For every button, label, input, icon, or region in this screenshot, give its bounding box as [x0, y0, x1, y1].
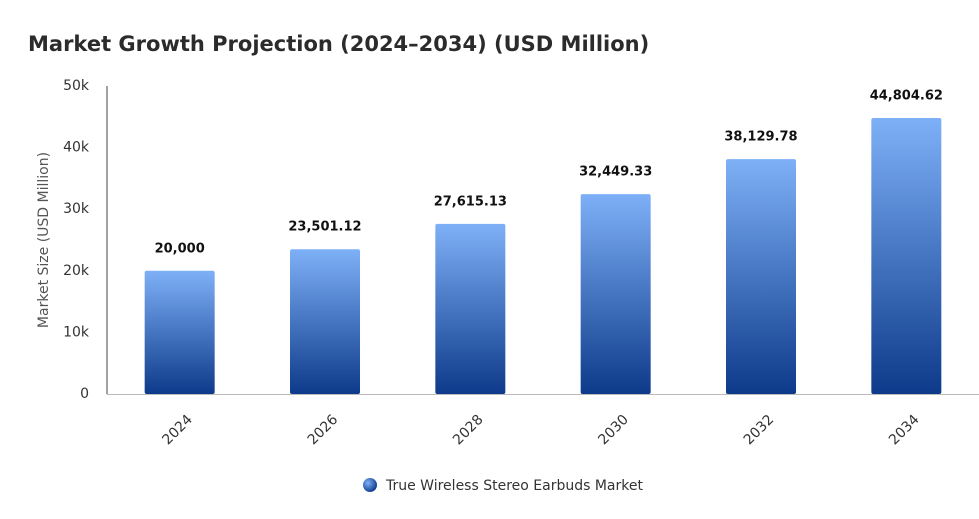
legend-marker — [363, 478, 377, 492]
x-tick-label: 2028 — [450, 412, 487, 449]
x-tick-label: 2032 — [741, 412, 778, 449]
value-label: 44,804.62 — [870, 89, 943, 104]
x-tick-label: 2030 — [595, 412, 632, 449]
chart-title: Market Growth Projection (2024–2034) (US… — [28, 32, 649, 56]
bar — [290, 249, 360, 394]
value-label: 32,449.33 — [579, 165, 652, 180]
y-tick-label: 30k — [63, 201, 90, 217]
x-tick-label: 2034 — [886, 412, 923, 449]
y-tick-label: 50k — [63, 78, 90, 94]
y-tick-label: 20k — [63, 263, 90, 279]
x-tick-label: 2026 — [305, 412, 342, 449]
x-tick-label: 2024 — [159, 412, 196, 449]
bar — [726, 159, 796, 394]
value-label: 38,129.78 — [724, 130, 797, 145]
bar — [580, 194, 651, 394]
y-axis-title: Market Size (USD Million) — [36, 152, 52, 328]
value-label: 27,615.13 — [434, 194, 507, 209]
bar — [144, 270, 215, 394]
y-tick-label: 40k — [63, 140, 90, 156]
bar — [435, 223, 506, 394]
y-tick-label: 10k — [63, 324, 90, 340]
bar — [871, 118, 942, 394]
y-tick-label: 0 — [80, 386, 89, 402]
value-label: 23,501.12 — [288, 220, 361, 235]
legend-label: True Wireless Stereo Earbuds Market — [385, 478, 643, 494]
value-label: 20,000 — [155, 241, 205, 256]
